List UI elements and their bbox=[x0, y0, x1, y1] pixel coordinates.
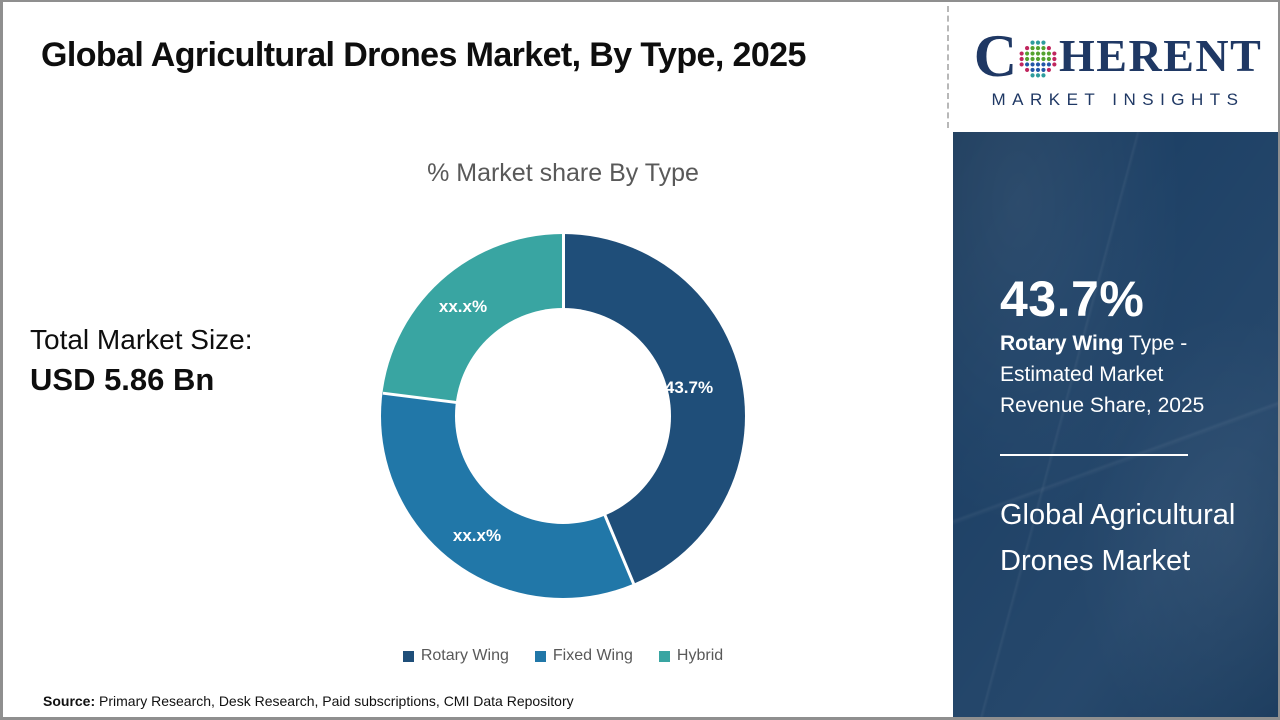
panel-description-type: Rotary Wing bbox=[1000, 332, 1124, 355]
brand-logo: C HERENT MARKET INSIGHTS bbox=[965, 26, 1271, 110]
legend-item-hybrid: Hybrid bbox=[658, 647, 724, 665]
total-market-size-label: Total Market Size: bbox=[30, 324, 253, 355]
donut-chart: 43.7% xx.x% xx.x% bbox=[381, 234, 745, 598]
legend-label-hybrid: Hybrid bbox=[676, 647, 724, 664]
source-note: Source: Primary Research, Desk Research,… bbox=[43, 693, 574, 709]
side-panel: 43.7% Rotary Wing Type - Estimated Marke… bbox=[953, 132, 1278, 717]
legend-swatch-fixed-wing bbox=[534, 650, 546, 662]
slice-label-hybrid: xx.x% bbox=[438, 297, 488, 316]
legend-item-rotary-wing: Rotary Wing bbox=[402, 647, 509, 665]
panel-description: Rotary Wing Type - Estimated Market Reve… bbox=[1000, 328, 1235, 421]
slice-label-rotary-wing: 43.7% bbox=[664, 378, 714, 397]
panel-divider-line bbox=[1000, 454, 1188, 456]
total-market-size-value: USD 5.86 Bn bbox=[30, 362, 215, 397]
donut-hole bbox=[455, 308, 671, 524]
source-label: Source: bbox=[43, 693, 96, 709]
slice-label-fixed-wing: xx.x% bbox=[452, 526, 502, 545]
legend-swatch-rotary-wing bbox=[402, 650, 414, 662]
globe-dots-icon bbox=[1018, 39, 1058, 79]
page-title: Global Agricultural Drones Market, By Ty… bbox=[41, 36, 806, 74]
logo-letter-c: C bbox=[973, 23, 1018, 89]
logo-letters-herent: HERENT bbox=[1059, 30, 1263, 81]
logo-subtitle: MARKET INSIGHTS bbox=[991, 90, 1245, 109]
legend-label-rotary-wing: Rotary Wing bbox=[420, 647, 509, 664]
panel-stat-value: 43.7% bbox=[1000, 271, 1145, 327]
panel-market-name: Global Agricultural Drones Market bbox=[1000, 499, 1236, 577]
chart-subtitle: % Market share By Type bbox=[427, 159, 699, 187]
globe-dots-group bbox=[1019, 40, 1057, 78]
chart-legend: Rotary Wing Fixed Wing Hybrid bbox=[333, 647, 793, 665]
legend-label-fixed-wing: Fixed Wing bbox=[552, 647, 633, 664]
legend-item-fixed-wing: Fixed Wing bbox=[534, 647, 633, 665]
logo-wordmark: C HERENT bbox=[965, 26, 1271, 86]
header-separator-dashed-line bbox=[947, 6, 949, 128]
source-text: Primary Research, Desk Research, Paid su… bbox=[95, 693, 574, 709]
legend-swatch-hybrid bbox=[658, 650, 670, 662]
panel-description-rest: Type - Estimated Market Revenue Share, 2… bbox=[1000, 332, 1205, 417]
total-market-size-block: Total Market Size: USD 5.86 Bn bbox=[30, 324, 253, 398]
